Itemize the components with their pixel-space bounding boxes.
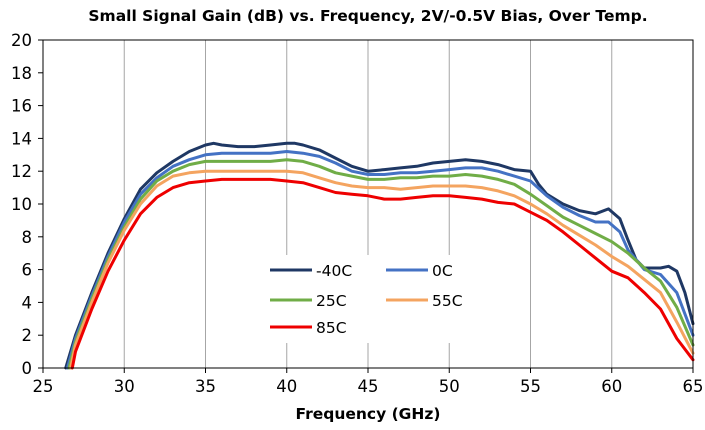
legend-label: 25C [316, 292, 347, 310]
y-tick-label: 16 [11, 97, 32, 116]
y-tick-label: 20 [11, 31, 32, 50]
series-line-85C [70, 177, 695, 370]
y-tick-label: 0 [22, 359, 33, 378]
series-line-25C [67, 158, 695, 370]
y-tick-label: 18 [11, 64, 32, 83]
x-tick-label: 60 [601, 377, 622, 396]
legend: -40C 0C 25C 55C 85C [258, 255, 496, 343]
legend-label: 55C [432, 292, 463, 310]
x-tick-label: 25 [33, 377, 54, 396]
y-tick-label: 14 [11, 129, 32, 148]
legend-label: 85C [316, 319, 347, 337]
x-tick-label: 30 [114, 377, 135, 396]
legend-label: 0C [432, 262, 453, 280]
plot-lines [64, 141, 695, 370]
y-tick-label: 12 [11, 162, 32, 181]
y-tick-label: 4 [22, 293, 33, 312]
legend-label: -40C [316, 262, 352, 280]
x-axis-ticks: 25 30 35 40 45 50 55 60 65 [33, 368, 704, 396]
x-tick-label: 45 [358, 377, 379, 396]
y-tick-label: 8 [22, 228, 33, 247]
y-tick-label: 2 [22, 326, 33, 345]
y-tick-label: 6 [22, 261, 33, 280]
series-line-55C [69, 169, 695, 370]
y-axis-ticks: 0 2 4 6 8 10 12 14 16 18 20 [11, 31, 43, 378]
y-tick-label: 10 [11, 195, 32, 214]
x-tick-label: 65 [683, 377, 704, 396]
x-tick-label: 40 [276, 377, 297, 396]
x-axis-label: Frequency (GHz) [295, 405, 440, 423]
chart-title: Small Signal Gain (dB) vs. Frequency, 2V… [88, 7, 647, 25]
x-tick-label: 50 [439, 377, 460, 396]
x-tick-label: 35 [195, 377, 216, 396]
x-tick-label: 55 [520, 377, 541, 396]
